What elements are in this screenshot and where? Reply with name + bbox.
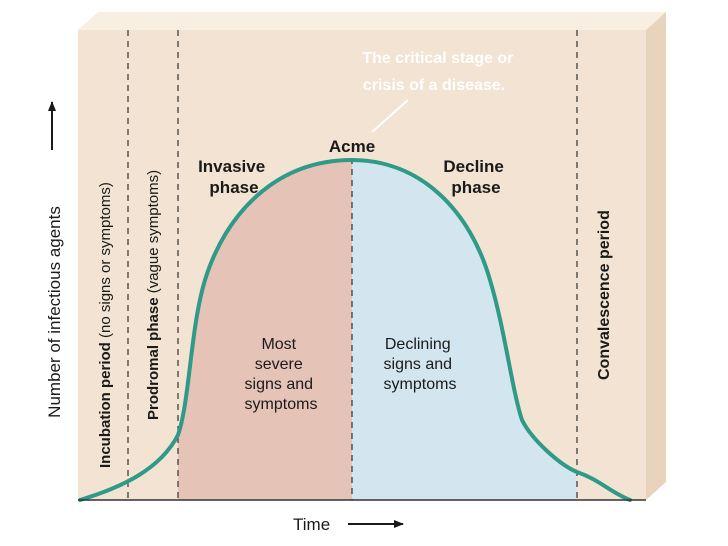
decline-text-line2: signs and [384,356,453,373]
decline-phase-region [352,160,577,500]
decline-region-text: Declining signs and symptoms [384,336,457,393]
panel-top-face [78,12,666,30]
prodromal-phase-label: Prodromal phase (vague symptoms) [145,170,162,420]
invasive-heading-line1: Invasive [198,157,265,176]
invasive-text-line3: signs and [245,376,314,393]
invasive-phase-heading: Invasive phase [198,157,270,197]
incubation-period-note: (no signs or symptoms) [97,182,114,342]
decline-phase-heading: Decline phase [443,157,508,197]
panel-side-face [646,12,666,500]
prodromal-phase-title: Prodromal phase [145,297,162,420]
incubation-period-title: Incubation period [97,342,114,468]
acme-label: Acme [329,137,375,156]
invasive-heading-line2: phase [209,178,258,197]
invasive-region-text: Most severe signs and symptoms [245,336,318,413]
decline-text-line1: Declining [385,336,451,353]
crisis-callout-text: The critical stage or crisis of a diseas… [362,50,518,94]
prodromal-phase-note: (vague symptoms) [145,170,162,298]
incubation-period-label: Incubation period (no signs or symptoms) [97,182,114,468]
decline-heading-line2: phase [451,178,500,197]
y-axis-label: Number of infectious agents [45,206,64,418]
callout-pointer [371,99,409,133]
callout-line1: The critical stage or [362,50,513,67]
convalescence-period-label: Convalescence period [596,210,613,380]
decline-heading-line1: Decline [443,157,503,176]
invasive-phase-region [178,160,352,500]
infection-curve [78,157,632,502]
invasive-text-line1: Most [261,336,296,353]
x-axis-label: Time [293,515,330,534]
invasive-text-line2: severe [255,356,303,373]
callout-line2: crisis of a disease. [363,77,505,94]
decline-text-line3: symptoms [384,376,457,393]
invasive-text-line4: symptoms [245,396,318,413]
